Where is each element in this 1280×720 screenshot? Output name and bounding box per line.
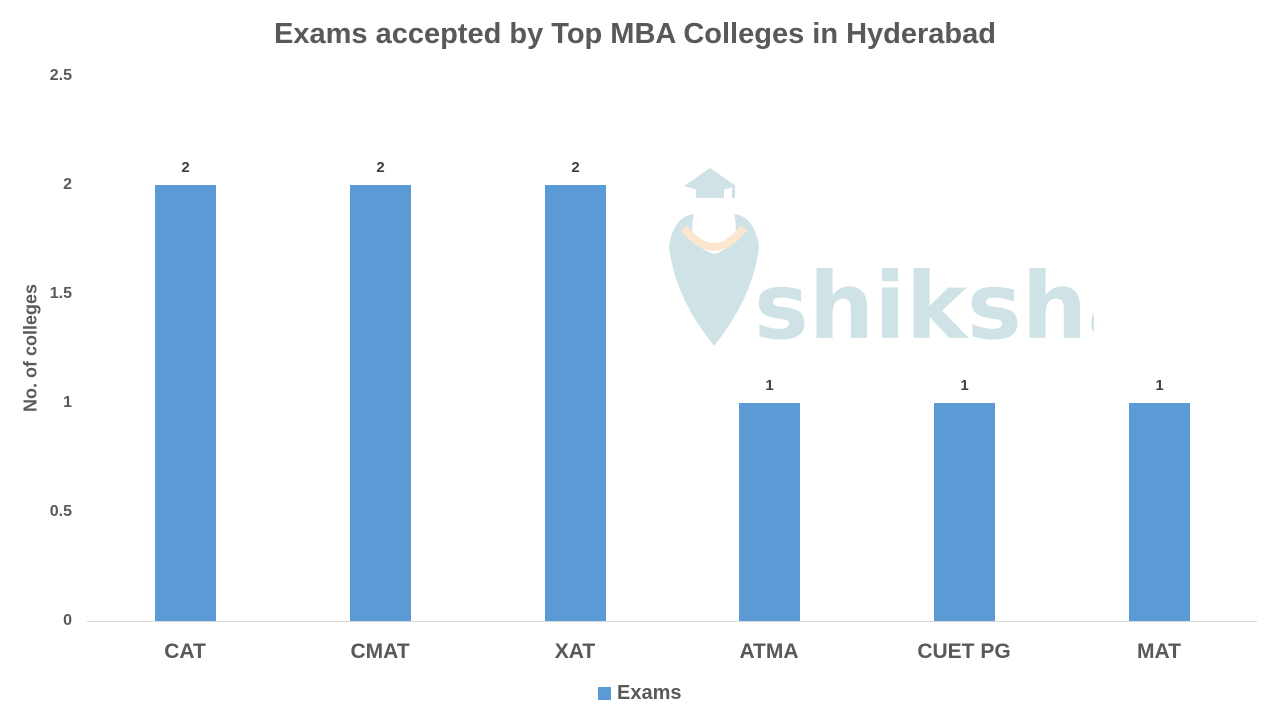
x-tick-label: CAT (164, 640, 206, 663)
y-tick-label: 2 (63, 176, 72, 193)
bar-cuet-pg (934, 403, 995, 621)
x-tick-label: ATMA (739, 640, 799, 663)
x-axis-line (87, 621, 1257, 622)
shiksha-watermark-logo: shiksha (664, 166, 1149, 360)
y-axis-label: No. of colleges (20, 283, 41, 413)
x-tick-label: MAT (1137, 640, 1181, 663)
y-tick-label: 0 (63, 612, 72, 629)
data-label: 2 (181, 159, 190, 176)
y-tick-label: 1 (63, 394, 72, 411)
legend-swatch (598, 687, 611, 700)
y-tick-label: 1.5 (49, 285, 72, 302)
svg-text:shiksha: shiksha (754, 253, 1094, 351)
x-tick-label: XAT (554, 640, 596, 663)
data-label: 1 (960, 377, 969, 394)
bar-xat (545, 185, 606, 621)
bar-cat (155, 185, 216, 621)
data-label: 1 (1155, 377, 1164, 394)
bar-atma (739, 403, 800, 621)
data-label: 2 (376, 159, 385, 176)
data-label: 1 (765, 377, 774, 394)
legend: Exams (598, 682, 682, 705)
y-tick-label: 2.5 (49, 67, 72, 84)
x-tick-label: CUET PG (917, 640, 1011, 663)
x-tick-label: CMAT (350, 640, 410, 663)
data-label: 2 (571, 159, 580, 176)
legend-label: Exams (617, 682, 682, 704)
bar-mat (1129, 403, 1190, 621)
bar-cmat (350, 185, 411, 621)
chart-title: Exams accepted by Top MBA Colleges in Hy… (274, 18, 996, 50)
y-tick-label: 0.5 (49, 503, 72, 520)
